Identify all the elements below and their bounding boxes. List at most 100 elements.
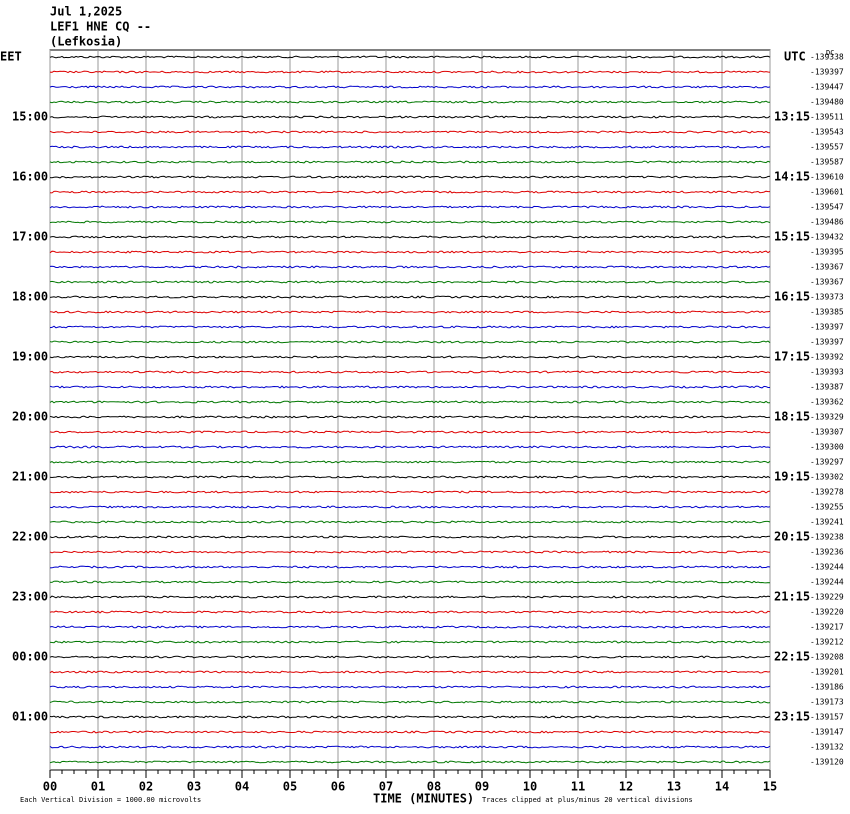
trace bbox=[49, 700, 771, 704]
trace bbox=[49, 205, 771, 209]
left-time: 18:00 bbox=[12, 290, 48, 304]
trace bbox=[49, 670, 771, 674]
right-time: 21:15 bbox=[774, 590, 810, 604]
trace bbox=[49, 325, 771, 329]
trace bbox=[49, 190, 770, 194]
trace bbox=[49, 535, 771, 539]
trace bbox=[49, 295, 771, 299]
trace-level: -139147 bbox=[810, 728, 844, 737]
trace-level: -139385 bbox=[810, 308, 844, 317]
trace bbox=[49, 550, 771, 554]
trace bbox=[49, 490, 771, 494]
left-time: 20:00 bbox=[12, 410, 48, 424]
trace bbox=[49, 475, 771, 479]
trace-level: -139244 bbox=[810, 563, 844, 572]
trace-level: -139241 bbox=[810, 518, 844, 527]
trace-level: -139217 bbox=[810, 623, 844, 632]
right-time: 17:15 bbox=[774, 350, 810, 364]
left-time: 22:00 bbox=[12, 530, 48, 544]
trace bbox=[49, 55, 771, 59]
trace-level: -139362 bbox=[810, 398, 844, 407]
scale-note: Each Vertical Division = 1000.00 microvo… bbox=[20, 796, 201, 804]
x-tick-label: 00 bbox=[43, 780, 57, 794]
trace-level: -139601 bbox=[810, 188, 844, 197]
x-title: TIME (MINUTES) bbox=[373, 792, 474, 806]
left-zone: EET bbox=[0, 50, 22, 64]
trace-level: -139557 bbox=[810, 143, 844, 152]
x-tick-label: 06 bbox=[331, 780, 345, 794]
trace bbox=[49, 160, 771, 164]
trace-level: -139212 bbox=[810, 638, 844, 647]
trace bbox=[49, 565, 771, 569]
trace-level: -139387 bbox=[810, 383, 844, 392]
trace bbox=[49, 85, 771, 89]
date: Jul 1,2025 bbox=[50, 5, 122, 19]
place: (Lefkosia) bbox=[50, 35, 122, 49]
trace-level: -139367 bbox=[810, 278, 844, 287]
left-time: 01:00 bbox=[12, 710, 48, 724]
trace-level: -139201 bbox=[810, 668, 844, 677]
trace bbox=[49, 265, 771, 269]
right-time: 18:15 bbox=[774, 410, 810, 424]
trace bbox=[49, 355, 771, 359]
trace-level: -139132 bbox=[810, 743, 844, 752]
trace-level: -139367 bbox=[810, 263, 844, 272]
trace-level: -139120 bbox=[810, 758, 844, 767]
trace-level: -139186 bbox=[810, 683, 844, 692]
left-time: 16:00 bbox=[12, 170, 48, 184]
trace bbox=[49, 385, 770, 389]
trace bbox=[49, 655, 771, 659]
x-tick-label: 03 bbox=[187, 780, 201, 794]
trace-level: -139587 bbox=[810, 158, 844, 167]
corner-note: DC bbox=[826, 49, 834, 57]
trace bbox=[49, 460, 771, 464]
trace-level: -139297 bbox=[810, 458, 844, 467]
trace-level: -139432 bbox=[810, 233, 844, 242]
right-time: 16:15 bbox=[774, 290, 810, 304]
trace-level: -139229 bbox=[810, 593, 844, 602]
trace-level: -139511 bbox=[810, 113, 844, 122]
trace-level: -139392 bbox=[810, 353, 844, 362]
clip-note: Traces clipped at plus/minus 20 vertical… bbox=[482, 796, 693, 804]
left-time: 23:00 bbox=[12, 590, 48, 604]
trace bbox=[49, 145, 771, 149]
trace bbox=[49, 115, 771, 119]
trace-level: -139397 bbox=[810, 68, 844, 77]
trace bbox=[49, 130, 771, 134]
left-time: 17:00 bbox=[12, 230, 48, 244]
trace bbox=[49, 70, 771, 74]
left-time: 19:00 bbox=[12, 350, 48, 364]
trace bbox=[49, 340, 771, 344]
trace-level: -139307 bbox=[810, 428, 844, 437]
trace-level: -139208 bbox=[810, 653, 844, 662]
left-time: 00:00 bbox=[12, 650, 48, 664]
trace bbox=[49, 400, 770, 404]
x-tick-label: 02 bbox=[139, 780, 153, 794]
trace bbox=[49, 685, 771, 689]
trace bbox=[49, 520, 771, 524]
trace-level: -139157 bbox=[810, 713, 844, 722]
x-tick-label: 09 bbox=[475, 780, 489, 794]
trace-level: -139373 bbox=[810, 293, 844, 302]
trace bbox=[49, 430, 771, 434]
trace-level: -139173 bbox=[810, 698, 844, 707]
right-time: 22:15 bbox=[774, 650, 810, 664]
trace-level: -139220 bbox=[810, 608, 844, 617]
trace bbox=[49, 505, 771, 509]
trace bbox=[49, 625, 770, 629]
trace-level: -139397 bbox=[810, 323, 844, 332]
trace-level: -139338 bbox=[810, 53, 844, 62]
trace-level: -139610 bbox=[810, 173, 844, 182]
trace-level: -139395 bbox=[810, 248, 844, 257]
trace bbox=[49, 100, 770, 104]
station: LEF1 HNE CQ -- bbox=[50, 20, 151, 34]
x-tick-label: 11 bbox=[571, 780, 585, 794]
x-tick-label: 07 bbox=[379, 780, 393, 794]
x-tick-label: 10 bbox=[523, 780, 537, 794]
trace-level: -139236 bbox=[810, 548, 844, 557]
left-time: 15:00 bbox=[12, 110, 48, 124]
right-time: 13:15 bbox=[774, 110, 810, 124]
x-tick-label: 01 bbox=[91, 780, 105, 794]
trace-level: -139547 bbox=[810, 203, 844, 212]
trace-level: -139238 bbox=[810, 533, 844, 542]
